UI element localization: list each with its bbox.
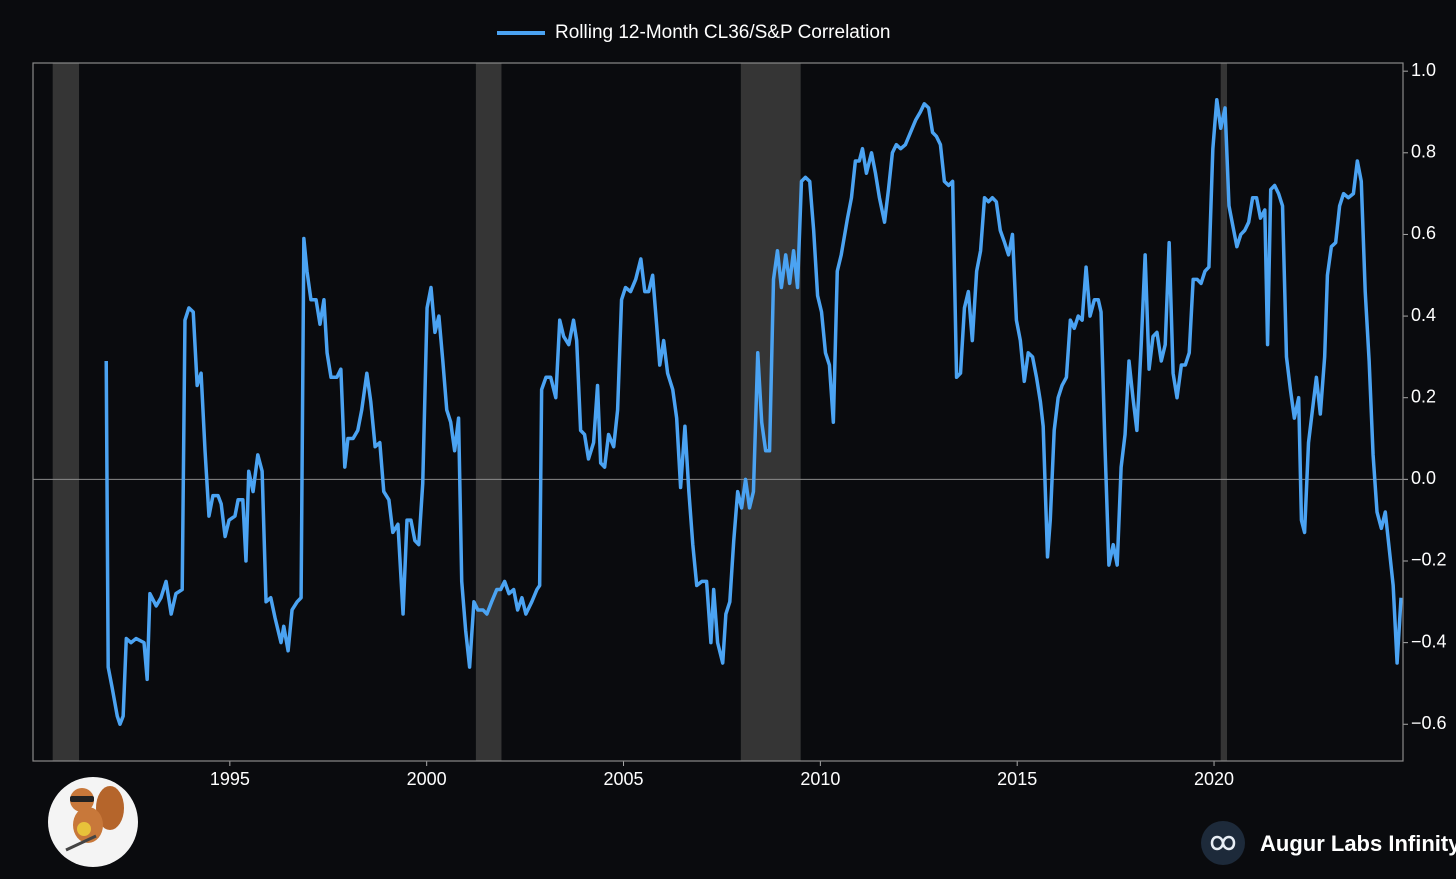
y-tick-label: −0.2 [1411, 550, 1447, 570]
brand-name: Augur Labs Infinity [1260, 831, 1456, 856]
y-tick-label: 0.8 [1411, 142, 1436, 162]
x-tick-label: 2005 [603, 769, 643, 789]
y-tick-label: 0.0 [1411, 468, 1436, 488]
y-tick-label: 1.0 [1411, 60, 1436, 80]
brand-icon [1201, 821, 1245, 865]
x-tick-label: 1995 [210, 769, 250, 789]
x-tick-label: 2020 [1194, 769, 1234, 789]
shaded-period [475, 63, 502, 761]
shaded-period [52, 63, 80, 761]
y-tick-label: 0.4 [1411, 305, 1436, 325]
x-tick-label: 2010 [800, 769, 840, 789]
shaded-period [1220, 63, 1228, 761]
y-tick-label: −0.6 [1411, 713, 1447, 733]
plot-frame [32, 62, 1404, 762]
y-tick-label: 0.6 [1411, 223, 1436, 243]
legend-label: Rolling 12-Month CL36/S&P Correlation [555, 22, 891, 43]
data-line [104, 97, 1403, 727]
x-tick-label: 2000 [407, 769, 447, 789]
y-tick-label: −0.4 [1411, 631, 1447, 651]
x-tick-label: 2015 [997, 769, 1037, 789]
mascot-logo [48, 777, 138, 867]
y-tick-label: 0.2 [1411, 386, 1436, 406]
